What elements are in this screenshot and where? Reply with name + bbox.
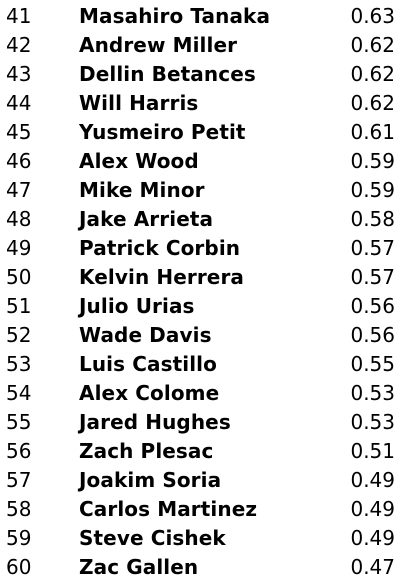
rank-number: 53 bbox=[6, 352, 32, 376]
player-value: 0.61 bbox=[350, 120, 395, 144]
player-value: 0.56 bbox=[350, 323, 395, 347]
rank-number: 51 bbox=[6, 294, 32, 318]
player-name: Carlos Martinez bbox=[79, 497, 258, 521]
rank-number: 60 bbox=[6, 555, 32, 579]
rank-number: 55 bbox=[6, 410, 32, 434]
rank-number: 58 bbox=[6, 497, 32, 521]
player-name: Andrew Miller bbox=[79, 33, 238, 57]
player-name: Joakim Soria bbox=[79, 468, 222, 492]
table-row: 46 Alex Wood 0.59 bbox=[0, 147, 413, 176]
rank-number: 44 bbox=[6, 91, 32, 115]
player-value: 0.55 bbox=[350, 352, 395, 376]
table-row: 54 Alex Colome 0.53 bbox=[0, 379, 413, 408]
player-value: 0.62 bbox=[350, 62, 395, 86]
rank-number: 45 bbox=[6, 120, 32, 144]
player-name: Will Harris bbox=[79, 91, 199, 115]
player-name: Luis Castillo bbox=[79, 352, 217, 376]
player-value: 0.53 bbox=[350, 410, 395, 434]
table-row: 51 Julio Urias 0.56 bbox=[0, 292, 413, 321]
player-value: 0.49 bbox=[350, 497, 395, 521]
rank-number: 48 bbox=[6, 207, 32, 231]
player-value: 0.53 bbox=[350, 381, 395, 405]
player-value: 0.58 bbox=[350, 207, 395, 231]
table-row: 50 Kelvin Herrera 0.57 bbox=[0, 263, 413, 292]
table-row: 52 Wade Davis 0.56 bbox=[0, 321, 413, 350]
rank-number: 57 bbox=[6, 468, 32, 492]
player-value: 0.49 bbox=[350, 526, 395, 550]
player-name: Mike Minor bbox=[79, 178, 205, 202]
rank-number: 50 bbox=[6, 265, 32, 289]
rank-number: 43 bbox=[6, 62, 32, 86]
player-name: Yusmeiro Petit bbox=[79, 120, 246, 144]
player-name: Wade Davis bbox=[79, 323, 212, 347]
player-value: 0.57 bbox=[350, 236, 395, 260]
player-name: Dellin Betances bbox=[79, 62, 256, 86]
player-name: Julio Urias bbox=[79, 294, 195, 318]
player-name: Kelvin Herrera bbox=[79, 265, 245, 289]
table-row: 42 Andrew Miller 0.62 bbox=[0, 31, 413, 60]
table-row: 47 Mike Minor 0.59 bbox=[0, 176, 413, 205]
player-name: Steve Cishek bbox=[79, 526, 226, 550]
table-row: 56 Zach Plesac 0.51 bbox=[0, 437, 413, 466]
table-row: 60 Zac Gallen 0.47 bbox=[0, 553, 413, 582]
table-row: 59 Steve Cishek 0.49 bbox=[0, 524, 413, 553]
player-value: 0.59 bbox=[350, 178, 395, 202]
player-name: Alex Wood bbox=[79, 149, 199, 173]
rank-number: 52 bbox=[6, 323, 32, 347]
player-value: 0.62 bbox=[350, 91, 395, 115]
player-name: Patrick Corbin bbox=[79, 236, 241, 260]
table-row: 41 Masahiro Tanaka 0.63 bbox=[0, 2, 413, 31]
player-value: 0.51 bbox=[350, 439, 395, 463]
player-value: 0.59 bbox=[350, 149, 395, 173]
rank-number: 59 bbox=[6, 526, 32, 550]
table-row: 48 Jake Arrieta 0.58 bbox=[0, 205, 413, 234]
player-value: 0.56 bbox=[350, 294, 395, 318]
player-value: 0.63 bbox=[350, 4, 395, 28]
rank-number: 41 bbox=[6, 4, 32, 28]
rank-number: 46 bbox=[6, 149, 32, 173]
player-value: 0.49 bbox=[350, 468, 395, 492]
player-value: 0.62 bbox=[350, 33, 395, 57]
rank-number: 54 bbox=[6, 381, 32, 405]
table-row: 45 Yusmeiro Petit 0.61 bbox=[0, 118, 413, 147]
player-name: Masahiro Tanaka bbox=[79, 4, 271, 28]
rank-number: 56 bbox=[6, 439, 32, 463]
rank-number: 42 bbox=[6, 33, 32, 57]
player-name: Zach Plesac bbox=[79, 439, 214, 463]
player-value: 0.57 bbox=[350, 265, 395, 289]
table-row: 44 Will Harris 0.62 bbox=[0, 89, 413, 118]
table-row: 53 Luis Castillo 0.55 bbox=[0, 350, 413, 379]
player-name: Zac Gallen bbox=[79, 555, 199, 579]
player-name: Jared Hughes bbox=[79, 410, 231, 434]
table-row: 57 Joakim Soria 0.49 bbox=[0, 466, 413, 495]
table-row: 55 Jared Hughes 0.53 bbox=[0, 408, 413, 437]
rank-number: 47 bbox=[6, 178, 32, 202]
table-row: 49 Patrick Corbin 0.57 bbox=[0, 234, 413, 263]
player-value: 0.47 bbox=[350, 555, 395, 579]
player-name: Alex Colome bbox=[79, 381, 220, 405]
player-name: Jake Arrieta bbox=[79, 207, 214, 231]
table-row: 58 Carlos Martinez 0.49 bbox=[0, 495, 413, 524]
rank-number: 49 bbox=[6, 236, 32, 260]
table-row: 43 Dellin Betances 0.62 bbox=[0, 60, 413, 89]
